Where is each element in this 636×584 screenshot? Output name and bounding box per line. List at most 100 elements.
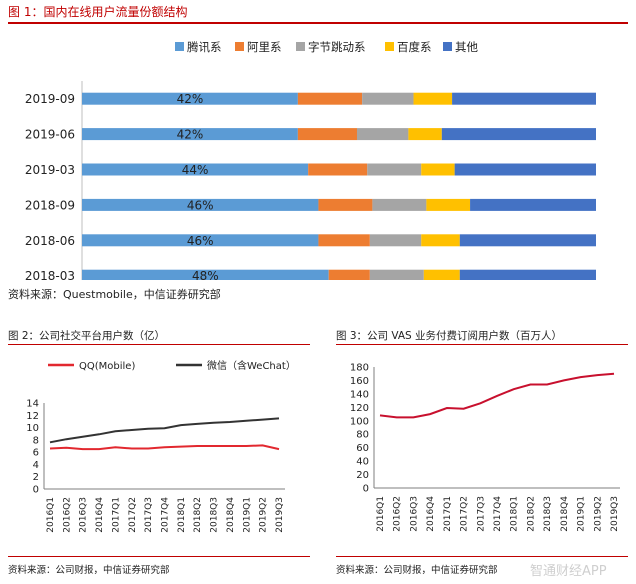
c2-y-tick-7: 14 <box>26 399 39 410</box>
c2-x-tick-9: 2018Q2 <box>193 497 203 533</box>
bar-segment-4-0 <box>82 234 319 247</box>
legend-label-3: 百度系 <box>397 40 432 54</box>
c2-x-tick-0: 2016Q1 <box>46 497 56 533</box>
bar-segment-1-4 <box>441 128 596 141</box>
legend-swatch-0 <box>175 42 184 51</box>
c2-x-tick-3: 2016Q4 <box>95 497 105 533</box>
legend-label-4: 其他 <box>455 40 478 54</box>
c2-x-tick-4: 2017Q1 <box>111 497 121 533</box>
bar-segment-5-1 <box>328 269 370 280</box>
category-label-4: 2018-06 <box>25 234 75 248</box>
chart2-x-tick-labels: 2016Q1 2016Q2 2016Q3 2016Q4 2017Q1 2017Q2 2017… <box>46 497 285 533</box>
legend-swatch-2 <box>296 42 305 51</box>
legend-label-0: 腾讯系 <box>187 40 222 54</box>
c2-x-tick-5: 2017Q2 <box>128 497 138 533</box>
chart3-x-tick-labels: 2016Q1 2016Q2 2016Q3 2016Q4 2017Q1 2017Q2 2017… <box>376 496 620 532</box>
bar-segment-1-3 <box>408 128 442 141</box>
c2-y-tick-2: 4 <box>33 460 39 471</box>
bar-segment-4-2 <box>369 234 422 247</box>
c3-x-tick-12: 2019Q1 <box>577 496 587 532</box>
fig1-title: 图 1：国内在线用户流量份额结构 <box>8 5 188 19</box>
bar-segment-4-3 <box>421 234 460 247</box>
c3-y-tick-7: 140 <box>350 389 369 400</box>
c3-x-tick-4: 2017Q1 <box>443 496 453 532</box>
c3-y-tick-4: 80 <box>356 430 369 441</box>
c2-y-tick-6: 12 <box>26 411 39 422</box>
bar-data-label-0: 42% <box>177 92 204 106</box>
bar-segment-5-2 <box>369 269 424 280</box>
c3-y-tick-3: 60 <box>356 443 369 454</box>
c3-x-tick-11: 2018Q4 <box>560 496 570 532</box>
c3-x-tick-8: 2018Q1 <box>510 496 520 532</box>
c2-x-tick-6: 2017Q3 <box>144 497 154 533</box>
bar-segment-1-2 <box>356 128 409 141</box>
bar-segment-1-0 <box>82 128 298 141</box>
bar-segment-0-1 <box>297 92 363 105</box>
c3-x-tick-0: 2016Q1 <box>376 496 386 532</box>
fig1-title-rule <box>8 22 628 24</box>
legend-swatch-1 <box>235 42 244 51</box>
bar-segment-3-4 <box>470 198 596 211</box>
chart1-category-labels: 2019-09 2019-06 2019-03 2018-09 2018-06 2018-… <box>25 92 75 280</box>
bar-segment-2-3 <box>421 163 455 176</box>
bar-segment-5-4 <box>459 269 596 280</box>
c3-x-tick-14: 2019Q3 <box>610 496 620 532</box>
bar-data-label-4: 46% <box>187 234 214 248</box>
c2-x-tick-13: 2019Q2 <box>259 497 269 533</box>
c3-y-tick-0: 0 <box>363 484 369 495</box>
c2-x-tick-14: 2019Q3 <box>275 497 285 533</box>
legend-swatch-3 <box>385 42 394 51</box>
legend-text-0: QQ(Mobile) <box>79 361 135 372</box>
bar-segment-2-0 <box>82 163 309 176</box>
bar-segment-2-4 <box>454 163 596 176</box>
chart2-lines <box>49 417 280 451</box>
bar-segment-5-3 <box>423 269 460 280</box>
series-line-0 <box>379 372 615 419</box>
c3-y-tick-2: 40 <box>356 457 369 468</box>
legend-label-2: 字节跳动系 <box>308 40 366 54</box>
chart1-bars: 42% 42% 44% 46% 46% 48% <box>82 92 596 280</box>
bar-segment-0-2 <box>362 92 414 105</box>
legend-swatch-4 <box>443 42 452 51</box>
bar-data-label-2: 44% <box>182 163 209 177</box>
bar-segment-4-1 <box>318 234 370 247</box>
bar-segment-4-4 <box>459 234 596 247</box>
bar-segment-1-1 <box>297 128 357 141</box>
c3-y-tick-6: 120 <box>350 403 369 414</box>
fig1-source: 资料来源：Questmobile，中信证券研究部 <box>8 288 221 301</box>
c3-y-tick-9: 180 <box>350 363 369 374</box>
bar-segment-3-0 <box>82 198 319 211</box>
stacked-bar-chart: 腾讯系 阿里系 字节跳动系 百度系 其他 42% 42% 44% 46% 46% 48% 2019… <box>25 40 596 280</box>
bar-segment-3-3 <box>426 198 471 211</box>
fig2-title: 图 2：公司社交平台用户数（亿） <box>8 330 166 342</box>
fig3-title-rule <box>336 344 628 345</box>
c2-x-tick-1: 2016Q2 <box>62 497 72 533</box>
bar-segment-5-0 <box>82 269 329 280</box>
bar-data-label-3: 46% <box>187 198 214 212</box>
category-label-5: 2018-03 <box>25 269 75 280</box>
c2-x-tick-10: 2018Q3 <box>210 497 220 533</box>
bar-segment-3-1 <box>318 198 373 211</box>
c3-x-tick-5: 2017Q2 <box>460 496 470 532</box>
series-line-1 <box>49 417 280 444</box>
bar-segment-2-1 <box>308 163 368 176</box>
c2-x-tick-11: 2018Q4 <box>226 497 236 533</box>
chart1-legend: 腾讯系 阿里系 字节跳动系 百度系 其他 <box>175 40 478 54</box>
bar-segment-0-4 <box>452 92 596 105</box>
fig2-title-rule <box>8 344 310 345</box>
c2-x-tick-8: 2018Q1 <box>177 497 187 533</box>
legend-text-1: 微信（含WeChat） <box>207 359 296 372</box>
c2-y-tick-3: 6 <box>33 448 39 459</box>
fig3-bottom-rule <box>336 556 628 557</box>
chart3-y-tick-labels: 0 20 40 60 80 100 120 140 160 180 <box>350 363 369 495</box>
watermark-text: 智通财经APP <box>530 564 607 579</box>
c2-y-tick-4: 8 <box>33 435 39 446</box>
series-line-0 <box>49 444 280 451</box>
bar-segment-3-2 <box>372 198 427 211</box>
chart3-lines <box>379 372 615 419</box>
c3-x-tick-9: 2018Q2 <box>526 496 536 532</box>
bar-data-label-5: 48% <box>192 269 219 280</box>
c3-x-tick-7: 2017Q4 <box>493 496 503 532</box>
